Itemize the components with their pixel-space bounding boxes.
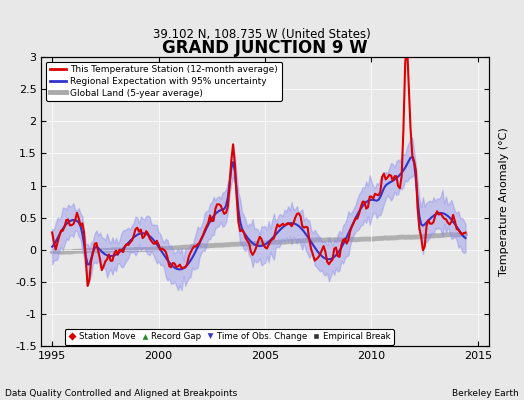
Text: Data Quality Controlled and Aligned at Breakpoints: Data Quality Controlled and Aligned at B… [5,389,237,398]
Text: 39.102 N, 108.735 W (United States): 39.102 N, 108.735 W (United States) [153,28,371,41]
Legend: Station Move, Record Gap, Time of Obs. Change, Empirical Break: Station Move, Record Gap, Time of Obs. C… [64,329,394,345]
Y-axis label: Temperature Anomaly (°C): Temperature Anomaly (°C) [499,127,509,276]
Text: Berkeley Earth: Berkeley Earth [452,389,519,398]
Title: GRAND JUNCTION 9 W: GRAND JUNCTION 9 W [162,39,368,57]
